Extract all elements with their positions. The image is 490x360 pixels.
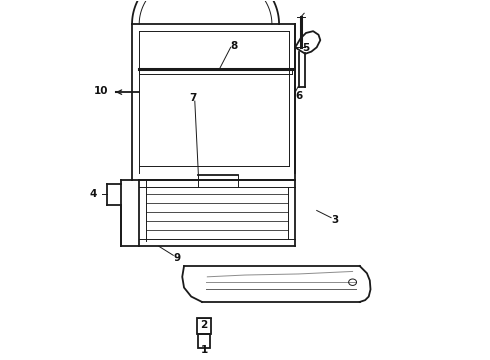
Text: 6: 6 [295,91,302,101]
Text: 9: 9 [173,253,180,263]
Text: 4: 4 [90,189,97,199]
Text: 3: 3 [331,215,338,225]
Text: 5: 5 [302,43,310,53]
Bar [197,318,211,334]
Text: 2: 2 [200,320,208,330]
Text: 7: 7 [189,93,196,103]
Text: 1: 1 [200,345,208,355]
Bar [198,334,210,348]
Text: 10: 10 [94,86,108,96]
Text: 8: 8 [231,41,238,50]
